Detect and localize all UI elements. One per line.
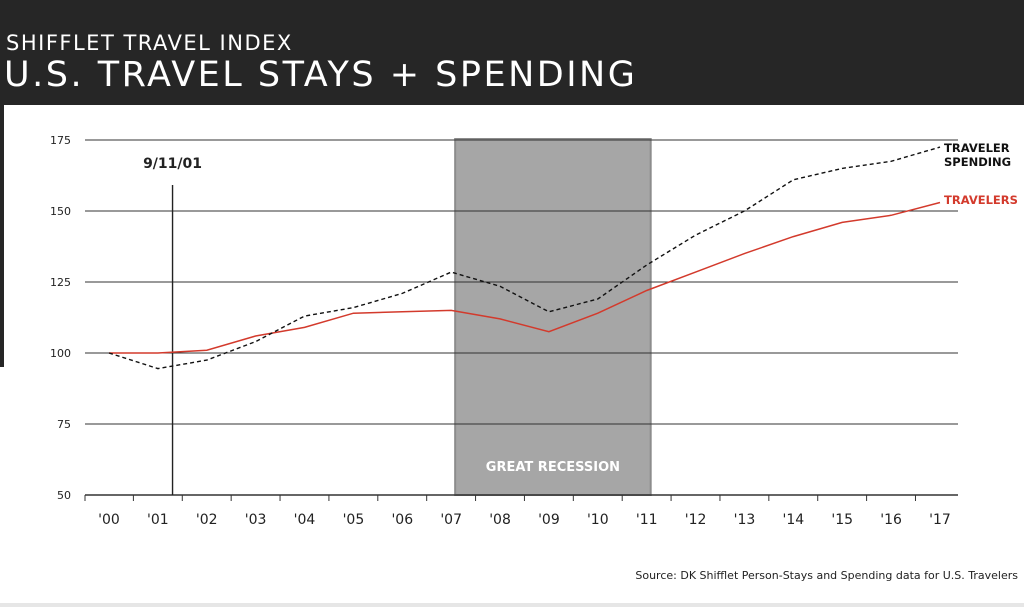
recession-band [454,138,652,496]
source-note: Source: DK Shifflet Person-Stays and Spe… [635,569,1018,582]
recession-label: GREAT RECESSION [486,460,620,475]
x-tick-label: '09 [538,512,560,528]
x-tick-label: '12 [685,512,707,528]
x-tick-label: '11 [636,512,658,528]
header-subtitle: SHIFFLET TRAVEL INDEX [6,31,293,55]
x-tick-label: '16 [880,512,902,528]
x-tick-label: '00 [98,512,120,528]
x-tick-label: '17 [929,512,951,528]
label-layer: TRAVELERS TRAVELER SPENDING [944,141,1018,207]
y-tick-label: 150 [50,205,71,218]
grid-layer [85,139,958,496]
event-label: 9/11/01 [143,156,202,172]
header-bar: SHIFFLET TRAVEL INDEX U.S. TRAVEL STAYS … [0,0,1024,105]
x-tick-label: '06 [391,512,413,528]
x-tick-label: '01 [147,512,169,528]
recession-band-layer: GREAT RECESSION [454,138,652,496]
series-line-travelers [109,201,941,354]
x-tick-label: '13 [734,512,756,528]
bottom-rule [0,603,1024,607]
y-tick-label: 100 [50,347,71,360]
y-tick-label: 175 [50,134,71,147]
x-tick-label: '10 [587,512,609,528]
series-layer [108,146,941,370]
series-line-traveler-spending [108,146,941,370]
y-tick-label: 50 [57,489,71,502]
x-tick-label: '03 [245,512,267,528]
x-tick-label: '05 [343,512,365,528]
series-label-travelers: TRAVELERS [944,193,1018,207]
x-tick-label: '07 [440,512,462,528]
series-label-traveler-spending: TRAVELER SPENDING [944,141,1011,169]
y-tick-label: 75 [57,418,71,431]
left-accent-bar [0,105,4,367]
page-title: U.S. TRAVEL STAYS + SPENDING [4,55,638,95]
axis-layer: 50 75 100 125 150 175 '00 '01 '02 '03 '04 '05 '06 '07… [50,134,951,528]
annotation-layer: 9/11/01 [143,156,202,495]
x-tick-label: '15 [831,512,853,528]
x-tick-label: '08 [489,512,511,528]
x-tick-label: '02 [196,512,218,528]
y-tick-label: 125 [50,276,71,289]
x-tick-label: '14 [782,512,804,528]
x-tick-label: '04 [294,512,316,528]
